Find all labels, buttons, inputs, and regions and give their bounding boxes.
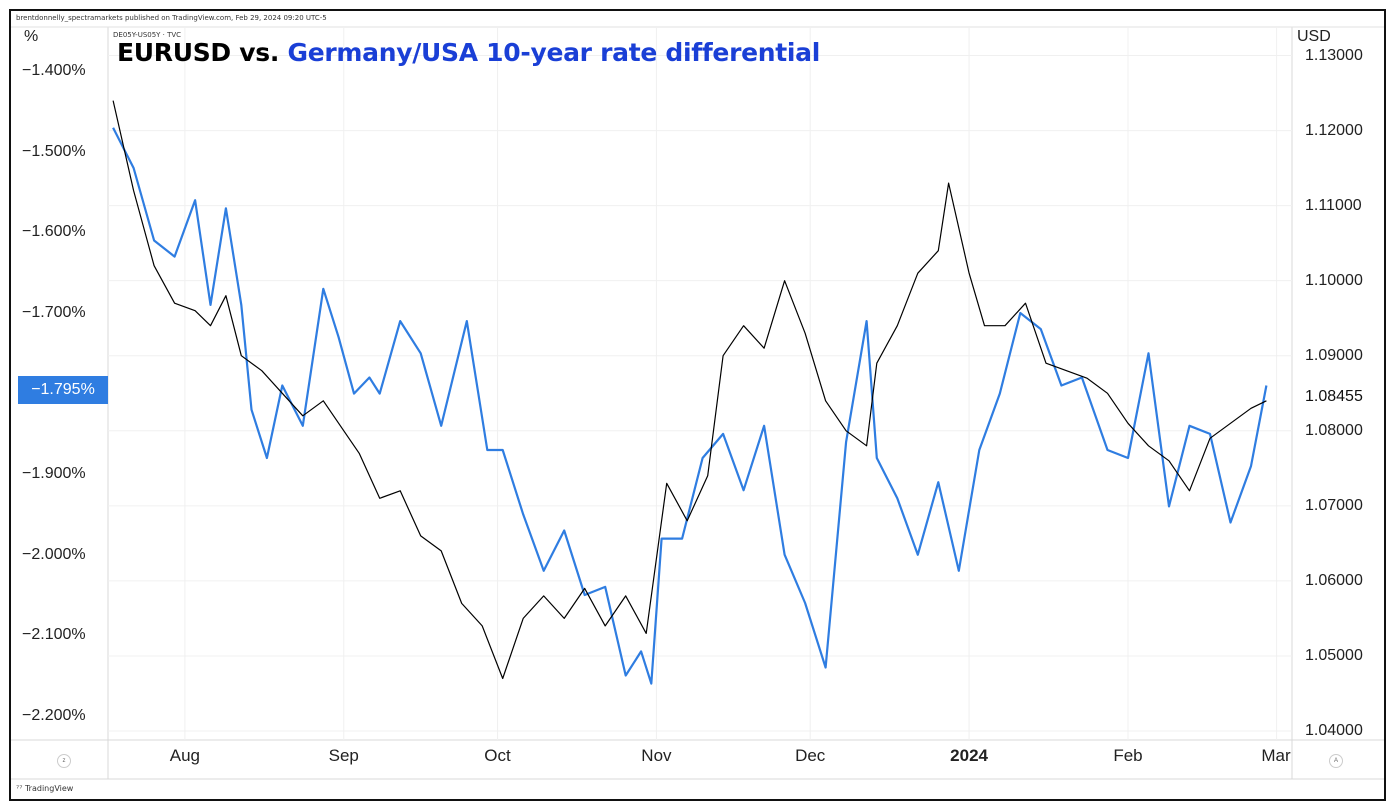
left-current-value-badge: −1.795% xyxy=(18,375,108,404)
left-axis-unit: % xyxy=(24,28,39,45)
x-axis-tick-label: Mar xyxy=(1261,746,1291,765)
chart-title-part-2: Germany/USA 10-year rate differential xyxy=(287,38,821,67)
x-axis-tick-label: Oct xyxy=(484,746,511,765)
left-axis-tick-label: −1.600% xyxy=(22,223,86,241)
x-axis-tick-label: Nov xyxy=(641,746,672,765)
symbol-line: DE05Y-US05Y · TVC xyxy=(113,31,182,39)
zoom-icon[interactable]: z xyxy=(57,754,71,768)
attribution-text: brentdonnelly_spectramarkets published o… xyxy=(16,14,327,22)
x-axis-tick-label: Aug xyxy=(169,746,200,765)
right-axis-tick-label: 1.08000 xyxy=(1305,421,1363,439)
auto-scale-icon[interactable]: A xyxy=(1329,754,1343,768)
right-axis-tick-label: 1.06000 xyxy=(1305,571,1363,589)
left-axis-tick-label: −2.000% xyxy=(22,545,86,563)
eurusd-line xyxy=(112,100,1267,680)
left-axis-tick-label: −2.100% xyxy=(22,626,86,644)
right-axis-unit[interactable]: USD xyxy=(1297,28,1331,45)
left-axis-tick-label: −2.200% xyxy=(22,706,86,724)
right-axis-tick-label: 1.10000 xyxy=(1305,271,1363,289)
x-axis-tick-label: 2024 xyxy=(950,746,988,765)
rate-differential-line xyxy=(112,127,1268,685)
x-axis-tick-label: Sep xyxy=(328,746,359,765)
right-axis-tick-label: 1.12000 xyxy=(1305,121,1363,139)
right-axis-tick-label: 1.05000 xyxy=(1305,646,1363,664)
chart-title-part-1: EURUSD vs. xyxy=(117,38,288,67)
right-axis-tick-label: 1.04000 xyxy=(1305,721,1363,739)
left-axis-tick-label: −1.900% xyxy=(22,465,86,483)
x-axis-tick-label: Feb xyxy=(1113,746,1143,765)
tradingview-logo: ⁷⁷ TradingView xyxy=(16,784,74,793)
left-axis-tick-label: −1.400% xyxy=(22,62,86,80)
right-current-value-label: 1.08455 xyxy=(1305,387,1363,405)
left-axis-tick-label: −1.500% xyxy=(22,142,86,160)
footer-brand: TradingView xyxy=(24,784,74,793)
left-axis-tick-label: −1.700% xyxy=(22,304,86,321)
chart-title: EURUSD vs. Germany/USA 10-year rate diff… xyxy=(117,38,820,67)
x-axis-tick-label: Dec xyxy=(795,746,826,765)
right-axis-tick-label: 1.07000 xyxy=(1305,496,1363,514)
right-axis-tick-label: 1.11000 xyxy=(1305,196,1362,214)
right-axis-tick-label: 1.09000 xyxy=(1305,346,1363,364)
right-axis-tick-label: 1.13000 xyxy=(1305,46,1363,64)
